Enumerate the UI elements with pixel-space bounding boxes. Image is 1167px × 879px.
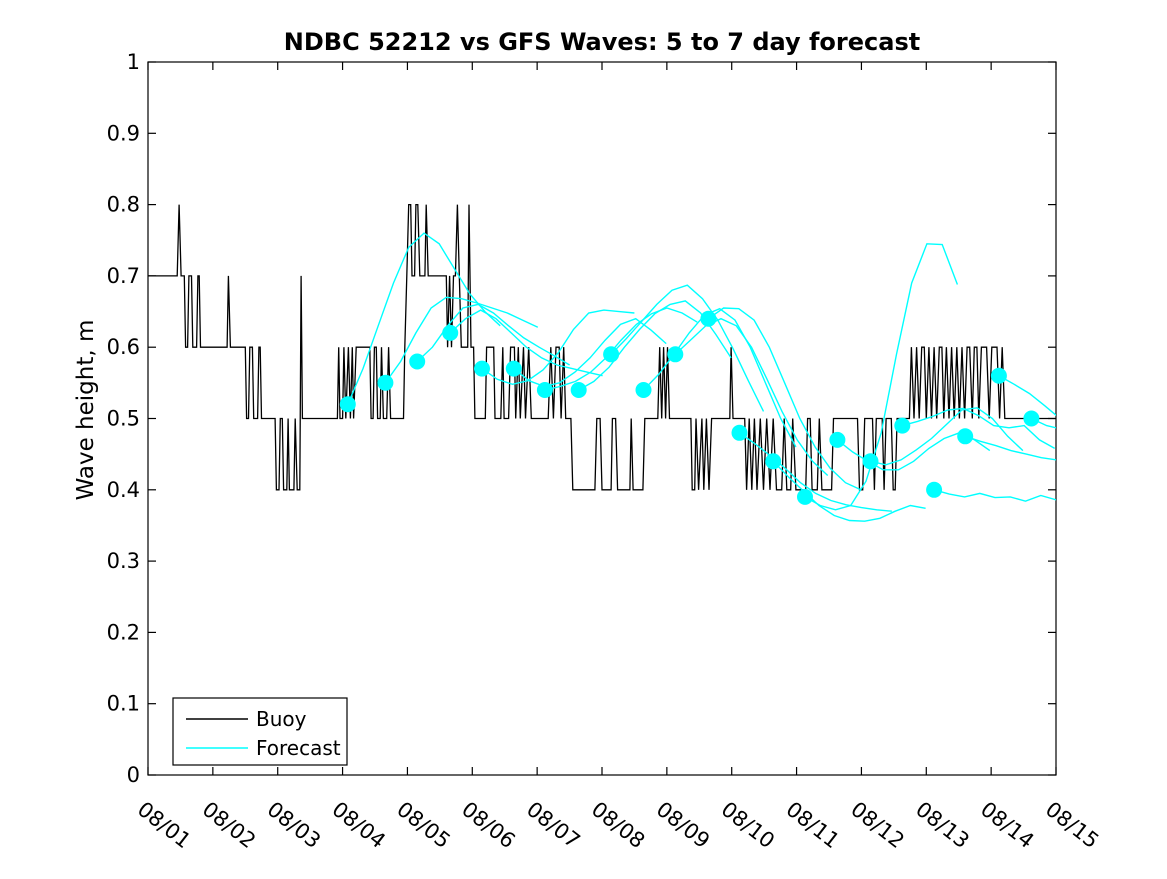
x-tick-label: 08/07 [522,797,584,853]
x-tick-label: 08/05 [392,797,454,853]
forecast-line [642,307,797,448]
y-tick-label: 0.5 [107,407,140,431]
forecast-line [707,307,862,491]
forecast-line [347,232,501,405]
forecast-line [964,435,1056,461]
forecast-start-marker [894,417,911,434]
legend-box [172,697,348,766]
forecast-start-marker [377,374,394,391]
forecast-line [384,296,539,384]
y-tick-label: 0.8 [107,193,140,217]
legend: Buoy Forecast [172,697,348,766]
forecast-start-marker [990,367,1007,384]
forecast-line [933,489,1056,502]
y-tick-label: 0.1 [107,692,140,716]
forecast-start-marker [570,382,587,398]
x-tick-label: 08/14 [976,797,1038,853]
forecast-start-marker [731,424,748,441]
y-tick-label: 0.9 [107,121,140,145]
forecast-line [998,375,1056,417]
y-tick-label: 0.6 [107,335,140,359]
y-tick-label: 1 [127,50,140,74]
y-tick-label: 0.7 [107,264,140,288]
y-tick-label: 0.4 [107,478,140,502]
x-tick-label: 08/01 [133,797,195,853]
data-series [148,203,1056,522]
forecast-start-marker [442,324,459,341]
x-tick-label: 08/03 [263,797,325,853]
x-tick-label: 08/12 [846,797,908,853]
x-tick-label: 08/04 [327,797,389,853]
forecast-start-marker [797,488,813,505]
forecast-line [902,407,1056,450]
x-tick-label: 08/08 [587,797,649,853]
x-tick-label: 08/13 [911,797,973,853]
y-tick-label: 0.3 [107,549,140,573]
forecast-line [544,307,698,391]
forecast-start-marker [474,360,490,377]
forecast-line [772,460,926,522]
forecast-start-marker [862,453,879,470]
forecast-start-marker [926,481,943,498]
forecast-start-marker [536,382,553,398]
forecast-line [870,407,1024,466]
forecast-line [610,284,765,412]
x-tick-label: 08/15 [1041,797,1103,853]
forecast-start-marker [765,453,782,470]
x-tick-label: 08/10 [717,797,779,853]
forecast-line [804,243,959,511]
forecast-start-marker [505,360,522,377]
x-tick-label: 08/02 [198,797,260,853]
forecast-start-marker [635,382,652,398]
y-axis-label: Wave height, m [73,320,99,501]
forecast-start-marker [603,346,620,363]
forecast-start-marker [1023,410,1040,427]
forecast-start-marker [339,396,356,413]
forecast-start-marker [409,353,426,370]
x-tick-label: 08/09 [652,797,714,853]
forecast-start-marker [700,310,717,327]
chart-title: NDBC 52212 vs GFS Waves: 5 to 7 day fore… [284,28,920,56]
buoy-line [148,203,1056,491]
x-tick-label: 08/11 [781,797,843,853]
forecast-start-marker [957,428,974,445]
forecast-start-marker [829,431,846,448]
legend-forecast-label: Forecast [256,736,341,760]
forecast-line [739,432,892,512]
forecast-start-marker [667,346,684,363]
legend-buoy-label: Buoy [256,707,307,731]
forecast-line [674,317,829,477]
forecast-line [481,309,635,386]
x-tick-label: 08/06 [457,797,519,853]
y-tick-label: 0.2 [107,620,140,644]
y-tick-label: 0 [127,763,140,787]
